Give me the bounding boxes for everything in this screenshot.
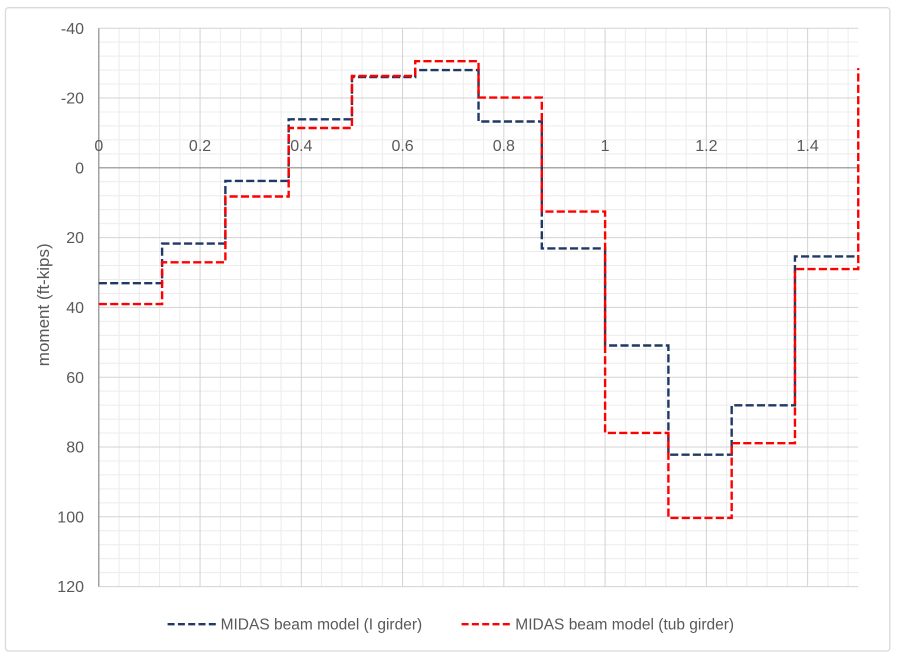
svg-text:40: 40 (66, 300, 84, 317)
svg-text:1.2: 1.2 (695, 138, 717, 155)
svg-text:1.4: 1.4 (796, 138, 818, 155)
svg-text:80: 80 (66, 440, 84, 457)
svg-text:0: 0 (75, 160, 84, 177)
svg-text:60: 60 (66, 370, 84, 387)
svg-text:120: 120 (57, 579, 84, 596)
svg-text:-40: -40 (61, 21, 84, 38)
svg-text:0.4: 0.4 (290, 138, 312, 155)
svg-text:100: 100 (57, 509, 84, 526)
svg-text:0.6: 0.6 (391, 138, 413, 155)
svg-text:MIDAS beam model (I girder): MIDAS beam model (I girder) (221, 616, 423, 633)
svg-text:0.2: 0.2 (189, 138, 211, 155)
svg-text:moment (ft-kips): moment (ft-kips) (34, 243, 53, 366)
svg-text:MIDAS beam model (tub girder): MIDAS beam model (tub girder) (515, 616, 734, 633)
svg-text:20: 20 (66, 230, 84, 247)
svg-text:1: 1 (601, 138, 610, 155)
svg-text:0.8: 0.8 (493, 138, 515, 155)
svg-text:-20: -20 (61, 91, 84, 108)
svg-text:0: 0 (94, 138, 103, 155)
